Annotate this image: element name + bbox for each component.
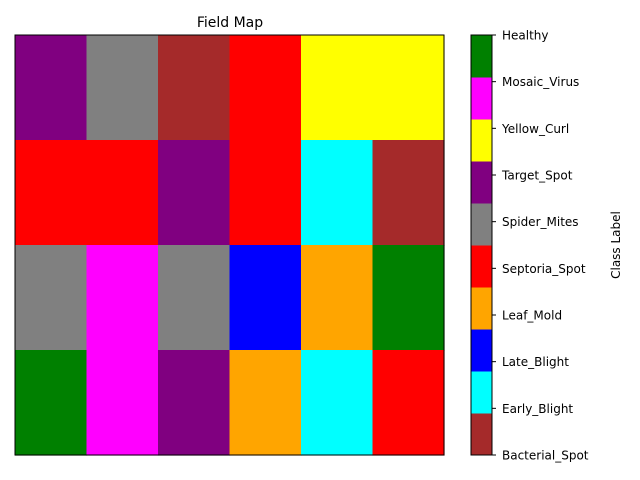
colorbar-segment xyxy=(471,77,492,120)
colorbar-tick-label: Mosaic_Virus xyxy=(502,75,579,89)
colorbar-tick-label: Early_Blight xyxy=(502,402,573,416)
colorbar-segment xyxy=(471,203,492,246)
colorbar-segment xyxy=(471,413,492,456)
heatmap-cell xyxy=(229,245,302,351)
colorbar-tick-label: Healthy xyxy=(502,29,549,43)
heatmap-cell xyxy=(158,350,231,456)
colorbar-segment xyxy=(471,119,492,162)
chart-title: Field Map xyxy=(197,15,263,31)
heatmap-cell xyxy=(86,245,159,351)
colorbar-tick-label: Yellow_Curl xyxy=(501,122,569,136)
colorbar-tick-label: Septoria_Spot xyxy=(502,262,586,276)
heatmap-cell xyxy=(158,35,231,141)
heatmap-cells xyxy=(15,35,445,456)
colorbar-segment xyxy=(471,371,492,414)
colorbar: Healthy Mosaic_Virus Yellow_Curl Target_Spo… xyxy=(470,29,589,463)
colorbar-segment xyxy=(471,35,492,78)
colorbar-segment xyxy=(471,287,492,330)
heatmap-cell xyxy=(301,140,374,246)
colorbar-segment xyxy=(471,161,492,204)
heatmap-cell xyxy=(372,140,445,246)
heatmap-cell xyxy=(158,140,231,246)
colorbar-tick-label: Bacterial_Spot xyxy=(502,449,589,463)
heatmap-cell xyxy=(372,35,445,141)
heatmap-cell xyxy=(229,35,302,141)
heatmap-cell xyxy=(301,245,374,351)
heatmap-cell xyxy=(15,245,88,351)
heatmap-cell xyxy=(86,350,159,456)
heatmap-cell xyxy=(229,140,302,246)
heatmap-cell xyxy=(15,350,88,456)
heatmap-cell xyxy=(86,140,159,246)
heatmap-cell xyxy=(158,245,231,351)
heatmap-cell xyxy=(372,350,445,456)
colorbar-tick-label: Target_Spot xyxy=(501,169,573,183)
colorbar-frame xyxy=(470,34,493,456)
heatmap-cell xyxy=(301,350,374,456)
heatmap-cell xyxy=(372,245,445,351)
heatmap-cell xyxy=(229,350,302,456)
colorbar-tick-label: Late_Blight xyxy=(502,355,569,369)
heatmap-cell xyxy=(86,35,159,141)
colorbar-label: Class Label xyxy=(609,211,623,279)
colorbar-tick-label: Spider_Mites xyxy=(502,215,579,229)
heatmap-cell xyxy=(301,35,374,141)
colorbar-segment xyxy=(471,329,492,372)
heatmap-frame xyxy=(14,34,445,456)
heatmap-cell xyxy=(15,35,88,141)
colorbar-segment xyxy=(471,245,492,288)
heatmap-cell xyxy=(15,140,88,246)
colorbar-tick-label: Leaf_Mold xyxy=(502,309,562,323)
